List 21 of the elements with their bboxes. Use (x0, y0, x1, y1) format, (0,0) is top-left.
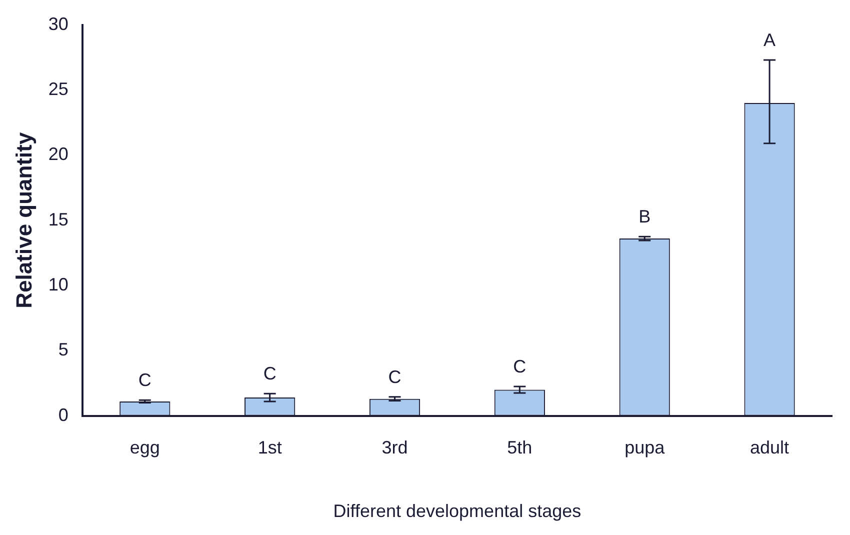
annotation: C (263, 364, 276, 384)
x-tick-label: 5th (507, 438, 532, 458)
y-tick-label: 5 (58, 340, 68, 360)
y-tick-label: 10 (48, 274, 68, 294)
x-tick-label: adult (750, 438, 790, 458)
x-tick-label: 3rd (382, 438, 408, 458)
x-tick-label: egg (130, 438, 160, 458)
annotation: C (513, 356, 526, 376)
y-tick-label: 30 (48, 14, 68, 34)
y-tick-label: 0 (58, 404, 68, 425)
annotation: A (764, 30, 776, 50)
annotation: C (388, 366, 402, 387)
y-tick-label: 25 (48, 78, 68, 99)
y-tick-label: 15 (48, 209, 68, 230)
y-axis-title: Relative quantity (11, 132, 36, 308)
y-tick-label: 20 (48, 144, 68, 164)
x-axis-title: Different developmental stages (333, 501, 582, 522)
x-tick-label: 1st (258, 438, 282, 458)
annotation: C (138, 370, 152, 390)
x-tick-label: pupa (624, 438, 666, 458)
annotation: B (638, 206, 651, 227)
